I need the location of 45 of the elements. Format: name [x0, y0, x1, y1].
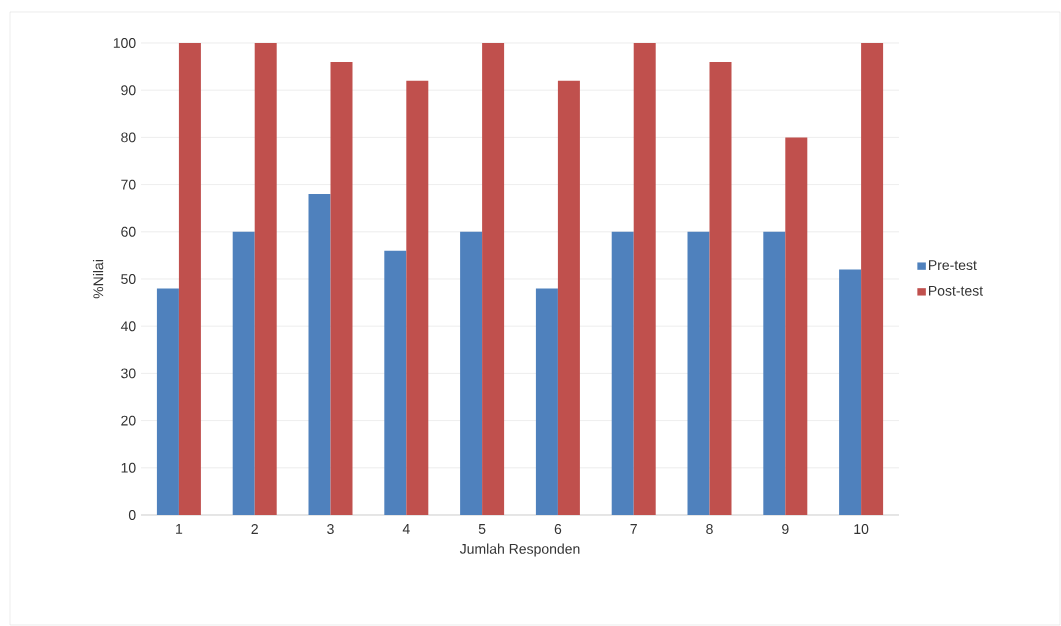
- bar: [330, 61, 353, 515]
- y-tick-label: 30: [121, 368, 136, 379]
- bar: [861, 43, 884, 515]
- y-tick-label: 20: [121, 415, 136, 426]
- bar: [535, 288, 558, 515]
- y-axis-title: %Nilai: [92, 260, 104, 299]
- x-tick-label: 2: [251, 524, 258, 534]
- y-tick-label: 10: [121, 462, 136, 473]
- y-tick-label: 0: [128, 510, 136, 520]
- bar: [763, 231, 786, 515]
- bar: [308, 194, 331, 515]
- bar: [406, 80, 429, 515]
- bar: [460, 231, 483, 515]
- bar: [482, 43, 505, 515]
- x-tick-label: 3: [327, 524, 334, 535]
- bar: [785, 137, 808, 515]
- x-tick-label: 10: [854, 524, 869, 535]
- y-tick-label: 80: [121, 132, 136, 143]
- x-tick-label: 5: [478, 524, 486, 534]
- bar: [709, 61, 732, 515]
- x-tick-label: 6: [554, 524, 562, 535]
- bar: [687, 231, 710, 515]
- x-tick-label: 4: [402, 524, 410, 534]
- y-tick-label: 60: [121, 226, 136, 237]
- bar: [557, 80, 580, 515]
- y-tick-label: 40: [120, 321, 136, 332]
- bar: [156, 288, 179, 515]
- x-tick-label: 8: [706, 524, 713, 535]
- bar: [232, 231, 255, 515]
- y-tick-label: 50: [121, 274, 136, 284]
- bar: [178, 43, 201, 515]
- bar: [384, 250, 407, 515]
- x-tick-label: 1: [176, 524, 183, 534]
- bar: [611, 231, 634, 515]
- bar: [633, 43, 656, 515]
- bar: [839, 269, 862, 515]
- x-tick-label: 7: [630, 524, 637, 534]
- legend-label: Post-test: [929, 286, 983, 296]
- x-tick-label: 9: [782, 524, 789, 535]
- y-tick-label: 100: [113, 38, 136, 48]
- y-tick-label: 70: [121, 179, 136, 190]
- x-axis-title: Jumlah Responden: [459, 543, 580, 557]
- legend-label: Pre-test: [929, 260, 977, 271]
- bar: [254, 43, 277, 515]
- y-tick-label: 90: [121, 85, 136, 96]
